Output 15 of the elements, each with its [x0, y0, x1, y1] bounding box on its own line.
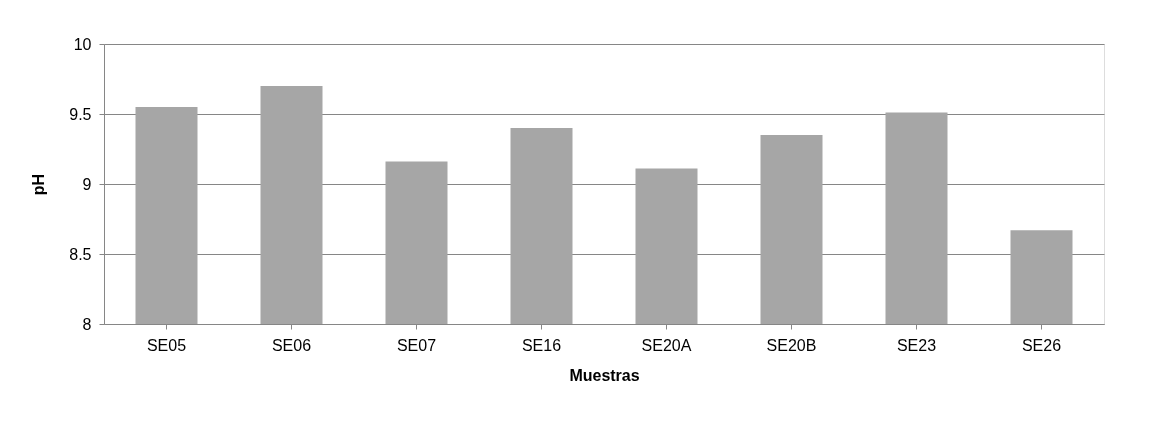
y-tick-label: 10 — [73, 35, 92, 53]
y-tick-label: 8.5 — [69, 245, 92, 263]
y-tick-label: 8 — [82, 315, 92, 333]
y-tick-label: 9.5 — [69, 105, 92, 123]
x-tick-label: SE07 — [396, 336, 437, 354]
x-tick-label: SE06 — [271, 336, 312, 354]
x-tick-label: SE20A — [641, 336, 692, 354]
x-axis-title: Muestras — [569, 366, 640, 384]
y-tick-label: 9 — [82, 175, 92, 193]
x-tick-label: SE16 — [521, 336, 562, 354]
x-tick-label: SE23 — [896, 336, 937, 354]
x-tick-label: SE20B — [766, 336, 817, 354]
y-axis-title: pH — [30, 173, 48, 196]
x-tick-label: SE05 — [146, 336, 187, 354]
x-tick-label: SE26 — [1021, 336, 1062, 354]
